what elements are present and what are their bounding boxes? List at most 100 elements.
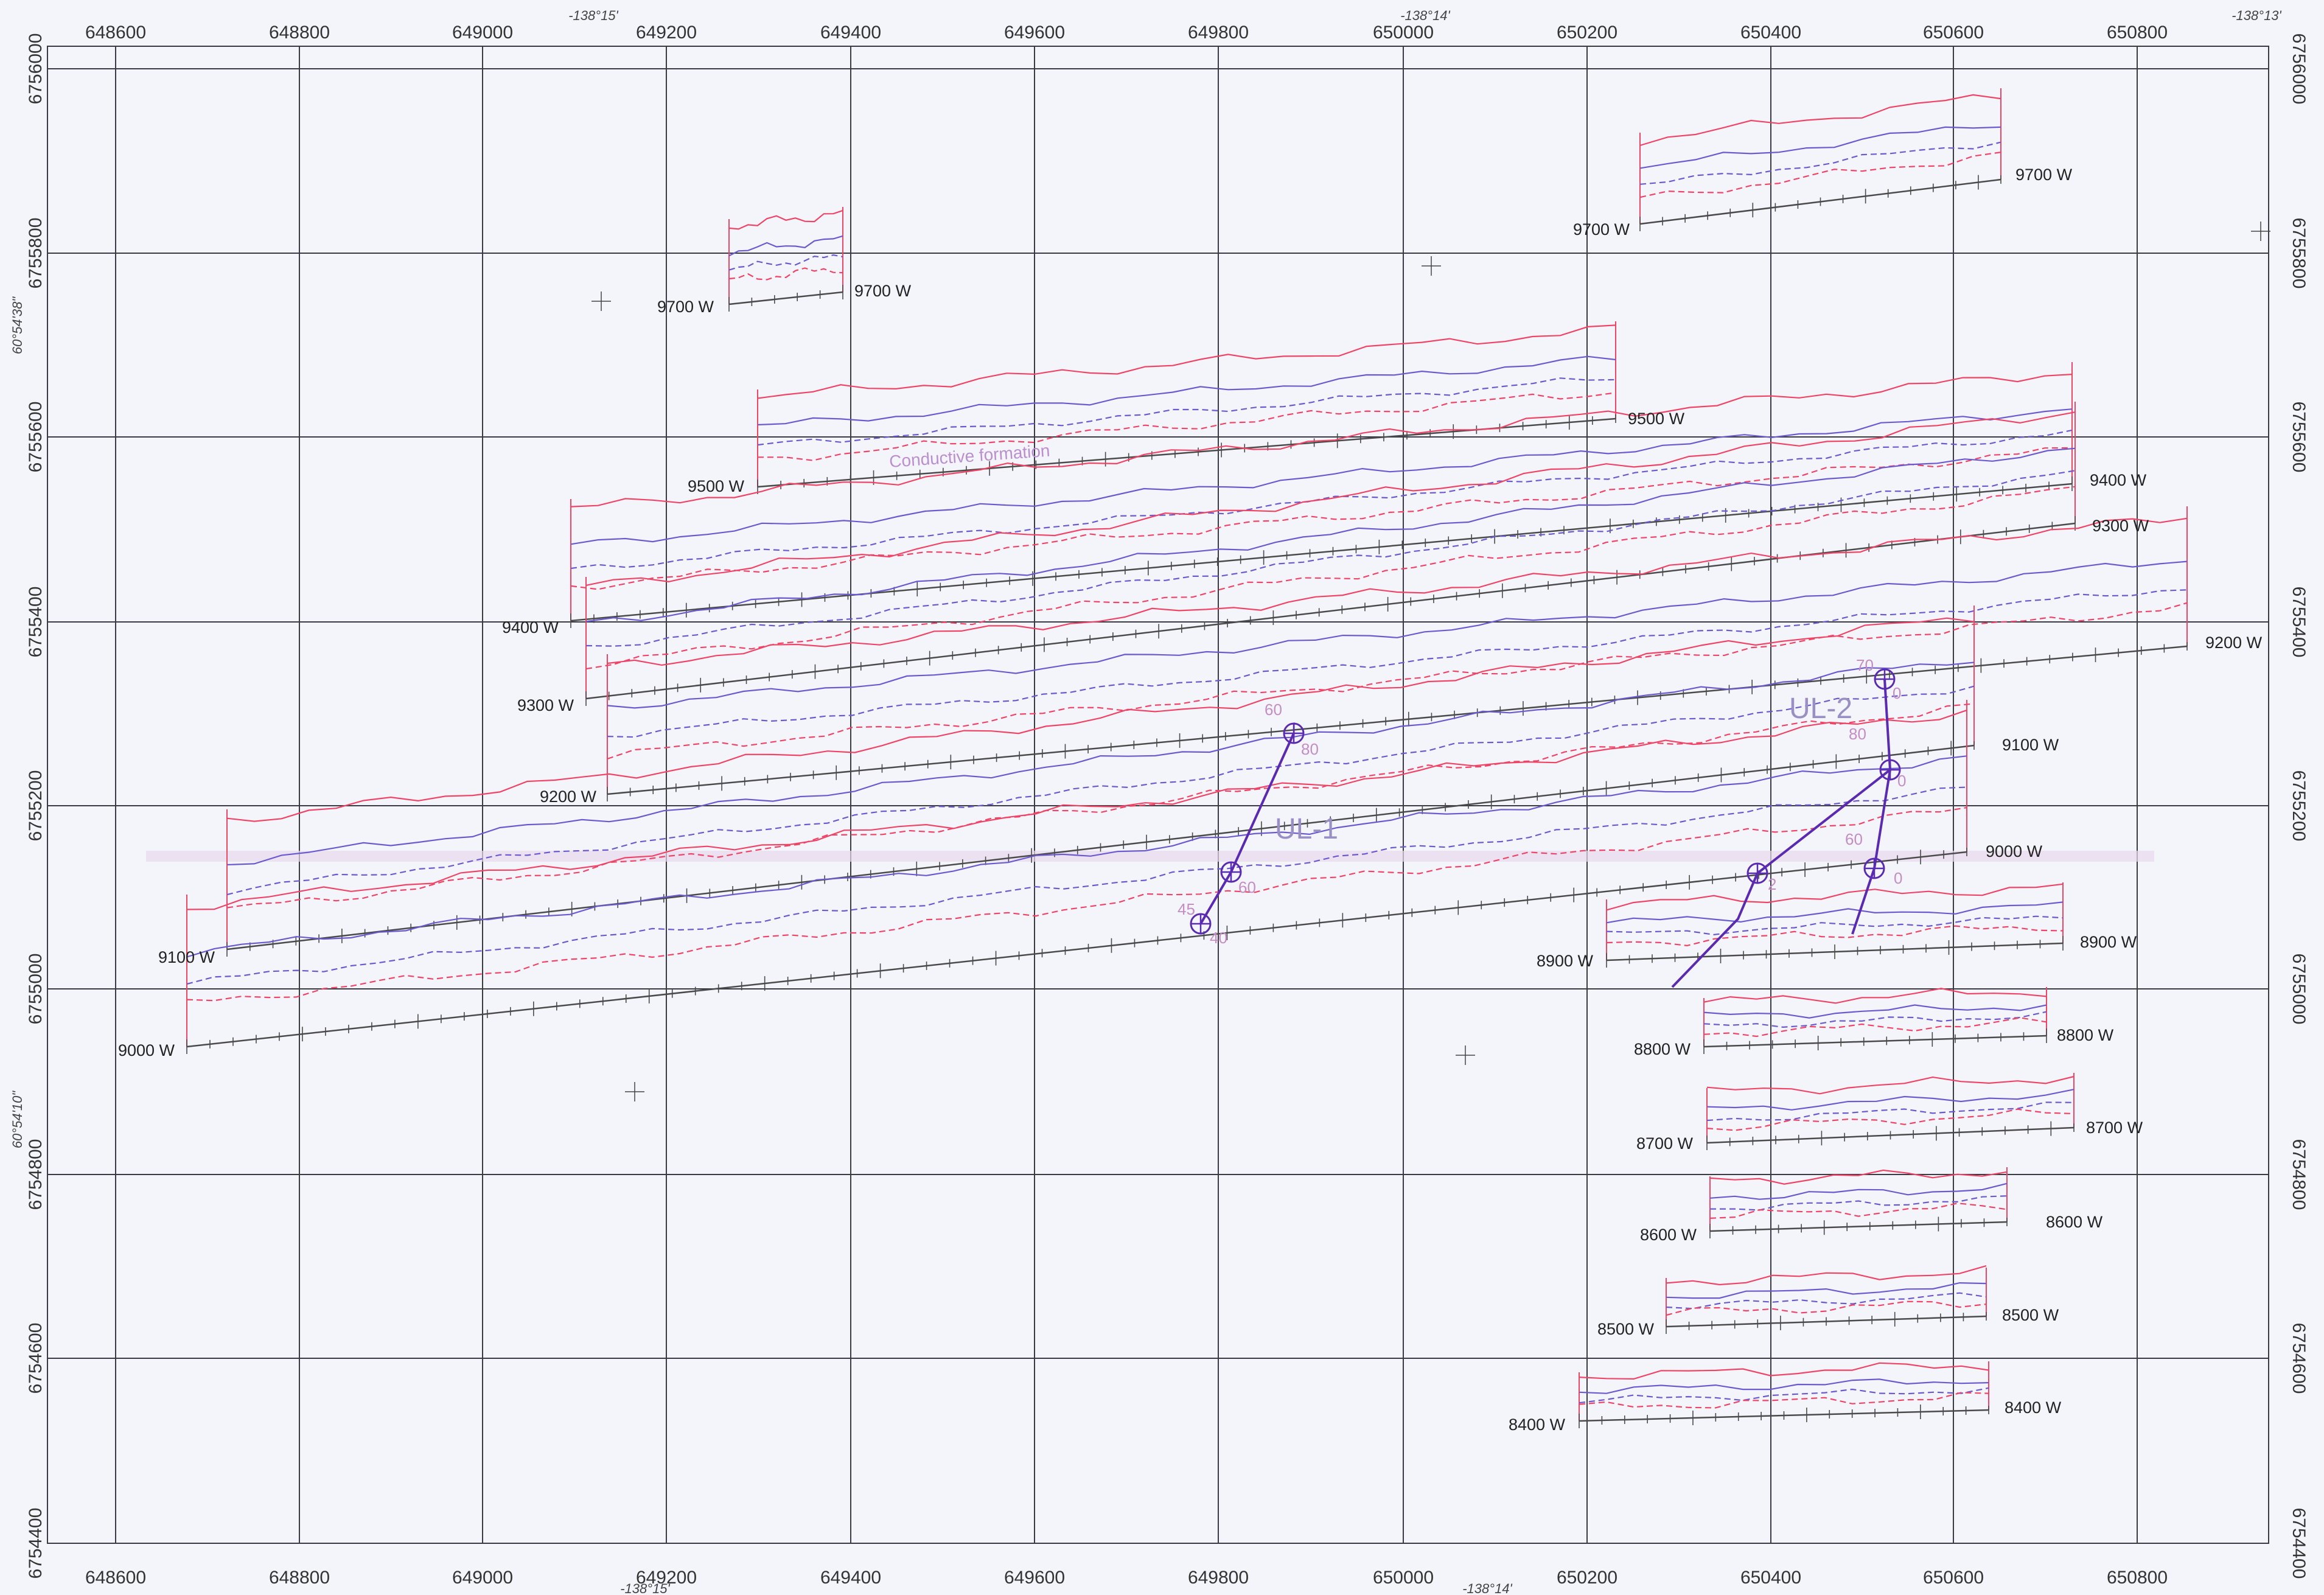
dip-annotation: 0 [1894, 869, 1902, 887]
profile-trace-dashed-red [1706, 1108, 2075, 1131]
dip-annotation: 2 [1768, 875, 1776, 893]
profile-trace-mid [1709, 1182, 2008, 1200]
northing-tick-right: 6755600 [2289, 402, 2309, 473]
line-label-9700w-a-end: 9700 W [854, 282, 912, 300]
map-labels: 648600 648800 649000 649200 649400 64960… [10, 8, 2309, 1595]
easting-tick-bottom: 648800 [269, 1568, 330, 1588]
easting-tick-bottom: 650000 [1373, 1568, 1434, 1588]
profile-baseline [607, 645, 2188, 795]
profile-8700W [1706, 1073, 2075, 1150]
profile-trace-top [1666, 1265, 1987, 1286]
line-label-9700w-b-start: 9700 W [1573, 220, 1630, 239]
profile-trace-dashed-red [1709, 1202, 2008, 1219]
profile-trace-dashed-red [1703, 1017, 2047, 1038]
line-label-9000w-start: 9000 W [118, 1041, 175, 1059]
northing-tick-left: 6754400 [26, 1508, 46, 1579]
profile-trace-mid [226, 661, 1975, 866]
profile-9500W [757, 321, 1616, 494]
profile-trace-dashed [757, 377, 1616, 446]
northing-tick-left: 6755400 [26, 587, 46, 658]
profile-trace-dashed-red [570, 447, 2073, 590]
line-label-9100w-end: 9100 W [2002, 736, 2059, 754]
northing-tick-right: 6755200 [2289, 770, 2309, 842]
northing-tick-left: 6755200 [26, 770, 46, 842]
profile-trace-dashed-red [728, 267, 843, 281]
latitude-label: 60°54'10" [10, 1091, 25, 1148]
ul2-conductor-axis [1851, 679, 1892, 935]
line-label-9300w-end: 9300 W [2092, 517, 2149, 535]
profile-8600W [1709, 1167, 2008, 1238]
easting-tick-top: 650600 [1923, 23, 1984, 43]
profile-9700W-b [1639, 88, 2001, 231]
northing-tick-left: 6754800 [26, 1139, 46, 1210]
profile-8400W [1579, 1361, 1989, 1428]
line-label-9300w-start: 9300 W [517, 696, 574, 714]
easting-tick-top: 650800 [2107, 23, 2168, 43]
profile-trace-mid [1639, 126, 2001, 169]
northing-tick-right: 6754600 [2289, 1323, 2309, 1394]
line-label-8700w-start: 8700 W [1636, 1134, 1694, 1153]
profile-trace-dashed [728, 254, 843, 271]
profile-trace-top [1703, 988, 2047, 1004]
profile-trace-top [226, 617, 1975, 822]
northing-tick-right: 6755800 [2289, 218, 2309, 289]
easting-tick-top: 649000 [452, 23, 513, 43]
profile-lines [186, 88, 2188, 1428]
profile-baseline [1703, 1035, 2047, 1048]
profile-trace-dashed-red [1666, 1300, 1987, 1316]
line-label-9700w-a-start: 9700 W [657, 298, 714, 316]
longitude-label-top: -138°15' [568, 8, 618, 23]
profile-trace-dashed [1606, 915, 2064, 936]
northing-tick-right: 6756000 [2289, 33, 2309, 105]
easting-tick-top: 650200 [1557, 23, 1617, 43]
profile-trace-top [186, 710, 1967, 910]
line-label-8800w-start: 8800 W [1634, 1040, 1691, 1058]
ul2-branch-axis [1671, 769, 1891, 988]
profile-trace-dashed-red [585, 486, 2076, 670]
profile-trace-dashed-red [607, 602, 2188, 760]
profile-trace-dashed [585, 470, 2076, 647]
dip-annotation: 40 [1210, 929, 1227, 947]
profile-trace-top [1579, 1362, 1989, 1380]
northing-tick-right: 6755000 [2289, 954, 2309, 1025]
profile-trace-dashed-red [226, 703, 1975, 909]
profile-trace-mid [570, 408, 2073, 545]
profile-trace-dashed-red [1639, 152, 2001, 198]
profile-8900W [1606, 882, 2064, 968]
dip-annotation: 80 [1301, 740, 1319, 758]
interpretation-overlay [1190, 668, 1901, 988]
profile-trace-top [728, 209, 843, 230]
profile-trace-top [607, 517, 2188, 666]
northing-tick-right: 6754400 [2289, 1508, 2309, 1579]
easting-tick-top: 650000 [1373, 23, 1434, 43]
northing-tick-left: 6756000 [26, 33, 46, 105]
profile-trace-mid [757, 355, 1616, 426]
profile-trace-top [570, 374, 2073, 508]
map-frame [47, 46, 2269, 1544]
profile-trace-mid [1703, 1004, 2047, 1019]
line-label-8500w-end: 8500 W [2002, 1306, 2059, 1324]
profile-8800W [1703, 987, 2047, 1054]
latitude-label: 60°54'38" [10, 296, 25, 354]
northing-tick-right: 6754800 [2289, 1139, 2309, 1210]
line-label-9500w-start: 9500 W [688, 477, 745, 495]
northing-tick-left: 6755000 [26, 954, 46, 1025]
profile-9000W [186, 700, 1967, 1054]
easting-tick-bottom: 650200 [1557, 1568, 1617, 1588]
dip-annotation: 45 [1178, 900, 1195, 918]
longitude-label-bottom: -138°14' [1462, 1581, 1512, 1595]
longitude-label-top: -138°14' [1400, 8, 1450, 23]
profile-baseline [186, 851, 1967, 1048]
easting-tick-bottom: 649400 [820, 1568, 881, 1588]
profile-trace-top [1639, 94, 2001, 147]
profile-baseline [728, 291, 843, 305]
profile-trace-dashed [1703, 1011, 2047, 1028]
easting-tick-top: 649400 [820, 23, 881, 43]
line-label-9400w-start: 9400 W [502, 618, 559, 637]
northing-tick-right: 6755400 [2289, 587, 2309, 658]
easting-tick-top: 649200 [636, 23, 697, 43]
easting-tick-bottom: 650800 [2107, 1568, 2168, 1588]
line-label-8700w-end: 8700 W [2086, 1119, 2143, 1137]
line-label-8800w-end: 8800 W [2057, 1026, 2114, 1044]
